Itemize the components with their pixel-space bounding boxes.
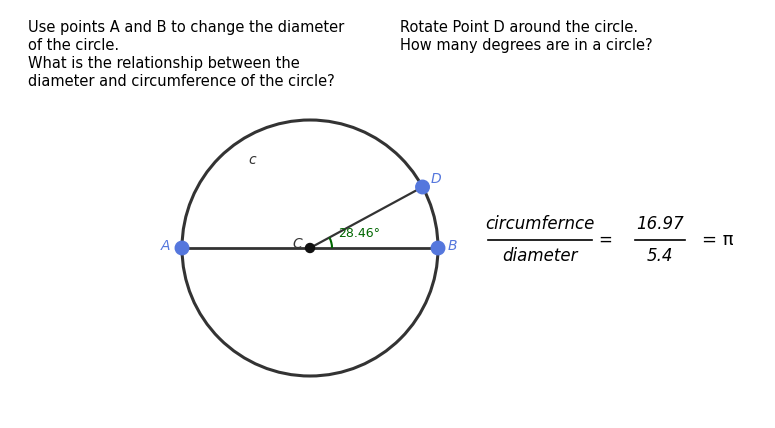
Text: circumfernce: circumfernce xyxy=(485,215,594,233)
Text: What is the relationship between the: What is the relationship between the xyxy=(28,56,300,71)
Text: 28.46°: 28.46° xyxy=(338,226,380,240)
Text: 16.97: 16.97 xyxy=(636,215,684,233)
Text: diameter and circumference of the circle?: diameter and circumference of the circle… xyxy=(28,74,335,89)
Circle shape xyxy=(415,180,429,194)
Text: How many degrees are in a circle?: How many degrees are in a circle? xyxy=(400,38,653,53)
Text: c: c xyxy=(248,153,256,167)
Text: Use points A and B to change the diameter: Use points A and B to change the diamete… xyxy=(28,20,344,35)
Text: diameter: diameter xyxy=(502,247,577,265)
Text: = π: = π xyxy=(702,231,733,249)
Circle shape xyxy=(305,244,315,253)
Text: A: A xyxy=(160,239,170,253)
Text: C: C xyxy=(292,237,302,251)
Circle shape xyxy=(175,241,189,255)
Text: 5.4: 5.4 xyxy=(647,247,673,265)
Text: B: B xyxy=(448,239,457,253)
Text: D: D xyxy=(431,172,441,186)
Circle shape xyxy=(431,241,445,255)
Text: Rotate Point D around the circle.: Rotate Point D around the circle. xyxy=(400,20,638,35)
Text: of the circle.: of the circle. xyxy=(28,38,119,53)
Text: =: = xyxy=(598,231,612,249)
